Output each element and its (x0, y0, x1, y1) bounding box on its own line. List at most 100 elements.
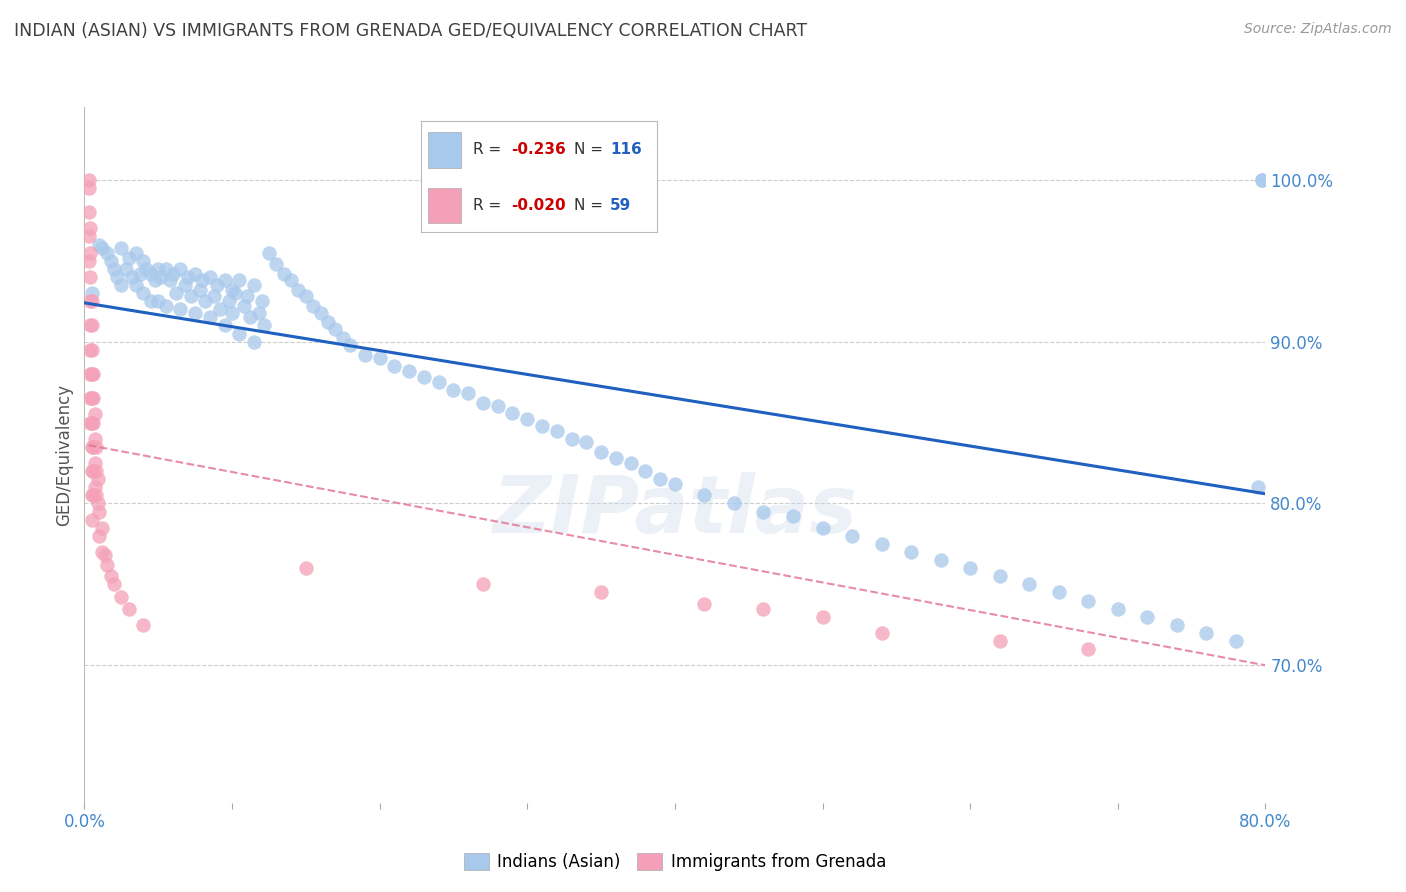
Point (80, 286, 103, 301)
Point (841, 529, 863, 543)
Point (959, 561, 981, 575)
Point (143, 273, 166, 287)
Point (232, 299, 254, 313)
Point (91, 545, 114, 559)
Point (516, 412, 538, 426)
Point (782, 509, 804, 524)
Point (870, 537, 893, 551)
Point (188, 283, 211, 297)
Point (91, 521, 114, 535)
Point (83, 456, 105, 470)
Point (96, 558, 118, 572)
Point (173, 278, 195, 293)
Point (198, 269, 221, 284)
Point (664, 477, 686, 491)
Point (79, 367, 101, 381)
Point (398, 364, 420, 378)
Point (80, 488, 103, 502)
Point (253, 318, 276, 333)
Point (1195, 626, 1218, 640)
Point (1077, 642, 1099, 657)
Point (382, 359, 406, 373)
Point (530, 418, 553, 433)
Point (752, 504, 775, 518)
Point (214, 273, 236, 287)
Point (82, 416, 104, 430)
Point (83, 480, 105, 494)
Point (103, 577, 125, 591)
Point (605, 451, 627, 466)
Point (280, 273, 302, 287)
Point (79, 343, 101, 357)
Point (84, 464, 107, 478)
Point (79, 392, 101, 406)
Text: Source: ZipAtlas.com: Source: ZipAtlas.com (1244, 22, 1392, 37)
Point (1107, 601, 1129, 615)
Point (316, 315, 339, 329)
Point (80, 367, 103, 381)
Point (87, 237, 111, 252)
Point (132, 286, 155, 301)
Point (1225, 634, 1247, 648)
Point (1251, 173, 1274, 187)
Point (228, 326, 250, 341)
Point (159, 273, 181, 287)
Point (132, 617, 155, 632)
Text: N =: N = (575, 143, 609, 157)
Text: 116: 116 (610, 143, 641, 157)
Point (148, 294, 170, 309)
Point (86, 496, 108, 510)
Point (243, 334, 266, 349)
Point (132, 253, 155, 268)
Point (546, 424, 568, 438)
Point (184, 267, 207, 281)
Point (295, 561, 318, 575)
Point (591, 585, 613, 599)
Point (302, 299, 325, 313)
Point (575, 434, 598, 449)
Point (988, 569, 1011, 583)
Point (427, 375, 450, 389)
Point (205, 278, 228, 293)
Point (1077, 593, 1099, 607)
Point (169, 261, 191, 276)
Point (77, 173, 100, 187)
Point (457, 386, 479, 401)
Point (1136, 609, 1159, 624)
Point (80, 343, 103, 357)
Point (80, 416, 103, 430)
Point (79, 221, 101, 235)
Point (82, 392, 104, 406)
Point (110, 278, 132, 293)
Point (139, 267, 162, 281)
FancyBboxPatch shape (427, 187, 461, 223)
Point (86, 472, 108, 486)
Point (323, 322, 347, 336)
Point (139, 294, 162, 309)
Point (100, 253, 122, 268)
Point (82, 488, 104, 502)
Point (83, 432, 105, 446)
Point (155, 299, 177, 313)
Point (77, 253, 100, 268)
Point (273, 267, 295, 281)
Point (988, 634, 1011, 648)
Text: R =: R = (472, 198, 506, 213)
Point (368, 351, 391, 365)
Point (84, 488, 107, 502)
Point (118, 601, 141, 615)
Point (243, 278, 266, 293)
Point (239, 310, 262, 325)
Point (1166, 617, 1188, 632)
Point (811, 609, 834, 624)
Point (87, 529, 111, 543)
Point (1018, 577, 1040, 591)
Point (110, 591, 132, 605)
Point (247, 305, 270, 319)
Point (221, 283, 243, 297)
Point (619, 456, 641, 470)
Text: INDIAN (ASIAN) VS IMMIGRANTS FROM GRENADA GED/EQUIVALENCY CORRELATION CHART: INDIAN (ASIAN) VS IMMIGRANTS FROM GRENAD… (14, 22, 807, 40)
Point (1047, 585, 1070, 599)
Point (228, 273, 250, 287)
Point (472, 396, 495, 410)
